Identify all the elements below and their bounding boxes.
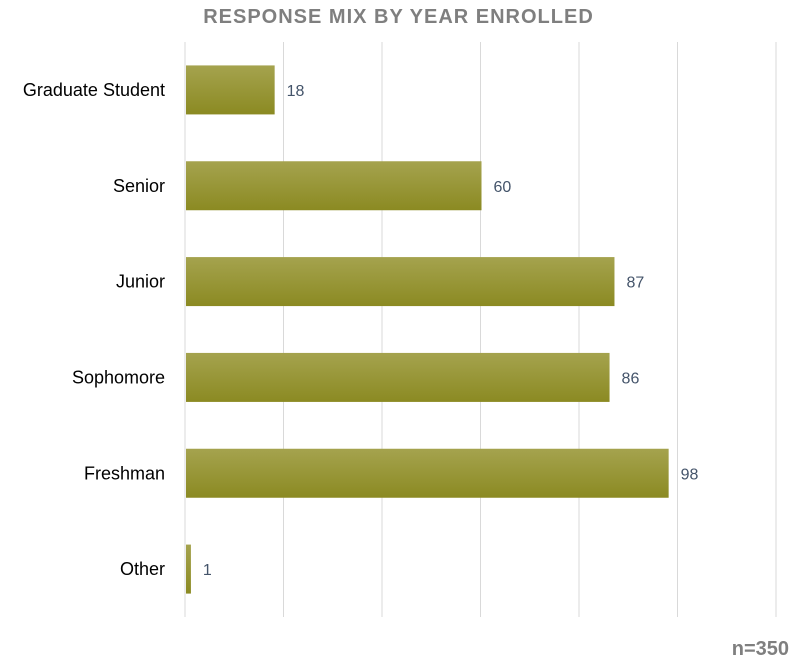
data-label: 86 <box>622 370 640 387</box>
bar-senior <box>186 161 482 211</box>
category-label: Sophomore <box>72 367 165 387</box>
data-label: 18 <box>287 83 305 100</box>
data-label: 60 <box>494 179 512 196</box>
bar-junior <box>186 257 615 307</box>
category-labels: Graduate Student Senior Junior Sophomore Fre… <box>23 80 165 579</box>
category-label: Junior <box>116 272 165 292</box>
sample-size-note: n=350 <box>731 638 789 660</box>
data-label: 87 <box>626 275 644 292</box>
bars <box>186 65 669 594</box>
bar-graduate-student <box>186 65 275 115</box>
bar-other <box>186 544 191 594</box>
chart-title: RESPONSE MIX BY YEAR ENROLLED <box>203 6 594 28</box>
bar-sophomore <box>186 352 610 402</box>
data-label: 98 <box>681 466 699 483</box>
category-label: Graduate Student <box>23 80 165 100</box>
data-labels: 18 60 87 86 98 1 <box>203 83 699 579</box>
data-label: 1 <box>203 562 212 579</box>
gridlines <box>184 42 777 617</box>
bar-freshman <box>186 448 669 498</box>
category-label: Senior <box>113 176 165 196</box>
category-label: Other <box>120 559 165 579</box>
category-label: Freshman <box>84 463 165 483</box>
